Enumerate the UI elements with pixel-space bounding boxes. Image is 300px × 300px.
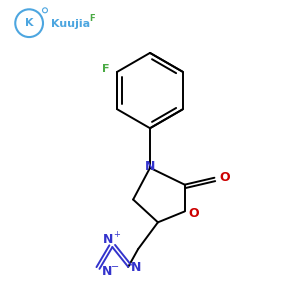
Text: F: F — [102, 64, 110, 74]
Text: N: N — [103, 233, 114, 246]
Text: −: − — [111, 262, 119, 272]
Text: F: F — [90, 14, 95, 23]
Text: O: O — [188, 207, 199, 220]
Text: N: N — [131, 261, 141, 274]
Text: K: K — [25, 18, 33, 28]
Text: O: O — [219, 171, 230, 184]
Text: +: + — [113, 230, 120, 239]
Text: N: N — [145, 160, 155, 173]
Text: N: N — [102, 266, 112, 278]
Text: Kuujia: Kuujia — [51, 19, 90, 29]
